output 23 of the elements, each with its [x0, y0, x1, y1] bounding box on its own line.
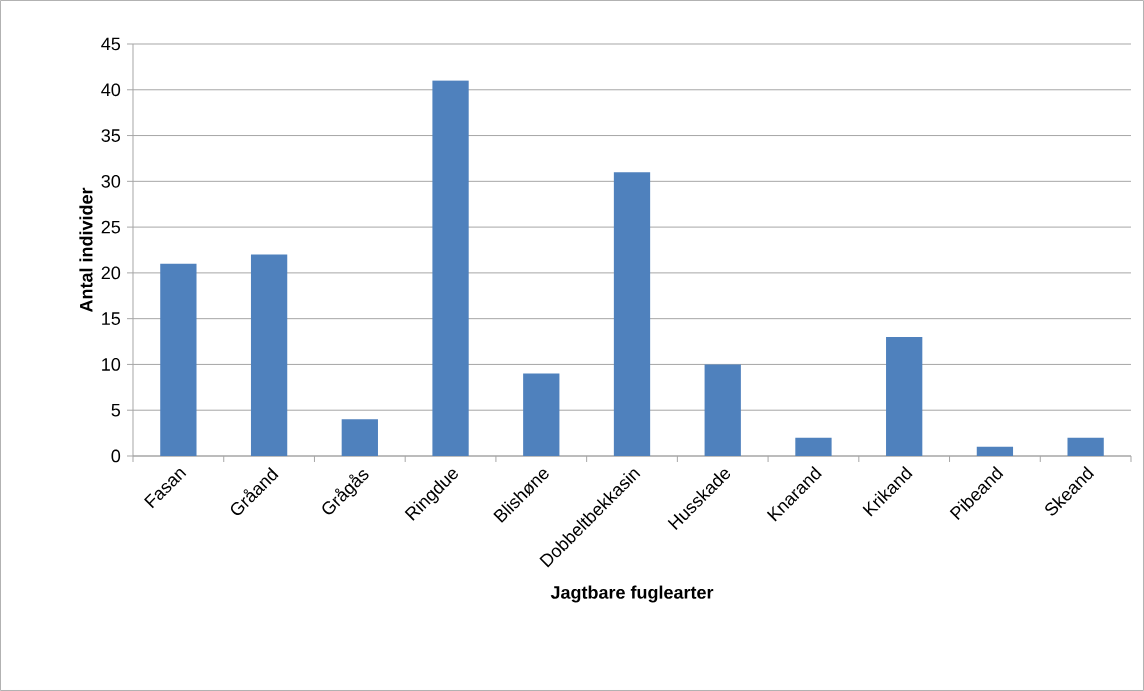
bar [523, 373, 560, 456]
y-tick-label: 20 [101, 266, 121, 280]
bar [341, 419, 378, 456]
bar [613, 172, 651, 456]
bar [1067, 437, 1104, 456]
bar [704, 364, 741, 456]
bar [160, 263, 197, 456]
bar [250, 254, 288, 456]
y-tick-label: 15 [102, 312, 121, 325]
y-tick-label: 35 [101, 129, 121, 142]
y-tick-label: 45 [101, 37, 121, 51]
y-tick-label: 30 [101, 174, 121, 188]
y-tick-label: 0 [111, 449, 121, 463]
x-axis-title: Jagtbare fuglearter [550, 585, 714, 603]
y-tick-label: 40 [101, 83, 121, 97]
bar [886, 336, 923, 456]
y-tick-label: 25 [101, 220, 121, 234]
bar [976, 446, 1014, 456]
y-tick-label: 5 [111, 403, 121, 417]
y-tick-label: 10 [102, 358, 121, 371]
bar [432, 80, 469, 456]
y-axis-title: Antal individer [79, 187, 93, 313]
bar [795, 437, 832, 456]
